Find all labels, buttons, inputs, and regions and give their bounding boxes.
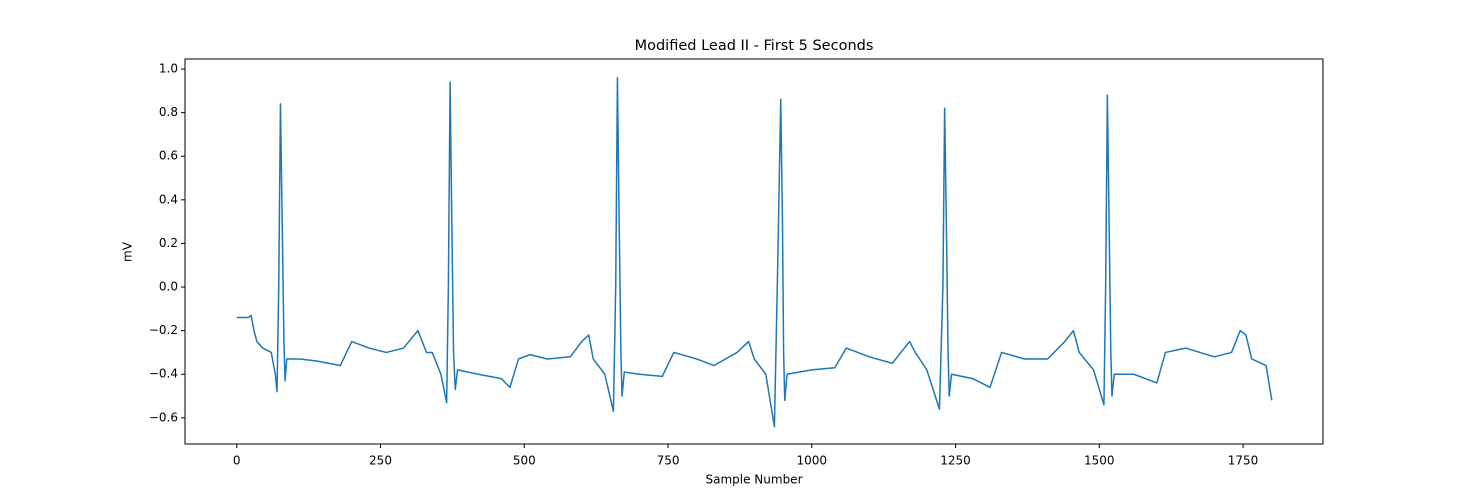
y-tick-label: −0.6	[149, 410, 178, 424]
y-tick-label: −0.4	[149, 367, 178, 381]
y-tick-label: −0.2	[149, 323, 178, 337]
y-axis-label: mV	[121, 241, 135, 262]
y-tick-label: 0.0	[159, 280, 178, 294]
x-tick-label: 750	[657, 454, 680, 468]
x-tick-label: 1000	[797, 454, 828, 468]
y-tick-label: 0.6	[159, 149, 178, 163]
x-tick-label: 1750	[1228, 454, 1259, 468]
x-tick-label: 0	[233, 454, 241, 468]
ecg-line	[236, 77, 1273, 428]
plot-frame	[184, 58, 1324, 445]
x-axis-label: Sample Number	[705, 473, 802, 487]
y-tick-label: 0.8	[159, 105, 178, 119]
y-tick-label: 1.0	[159, 62, 178, 76]
chart-title: Modified Lead II - First 5 Seconds	[635, 38, 874, 54]
x-tick-label: 250	[369, 454, 392, 468]
x-tick-label: 1250	[940, 454, 971, 468]
y-tick-label: 0.4	[159, 192, 178, 206]
x-tick-label: 1500	[1084, 454, 1115, 468]
x-tick-label: 500	[513, 454, 536, 468]
y-tick-label: 0.2	[159, 236, 178, 250]
